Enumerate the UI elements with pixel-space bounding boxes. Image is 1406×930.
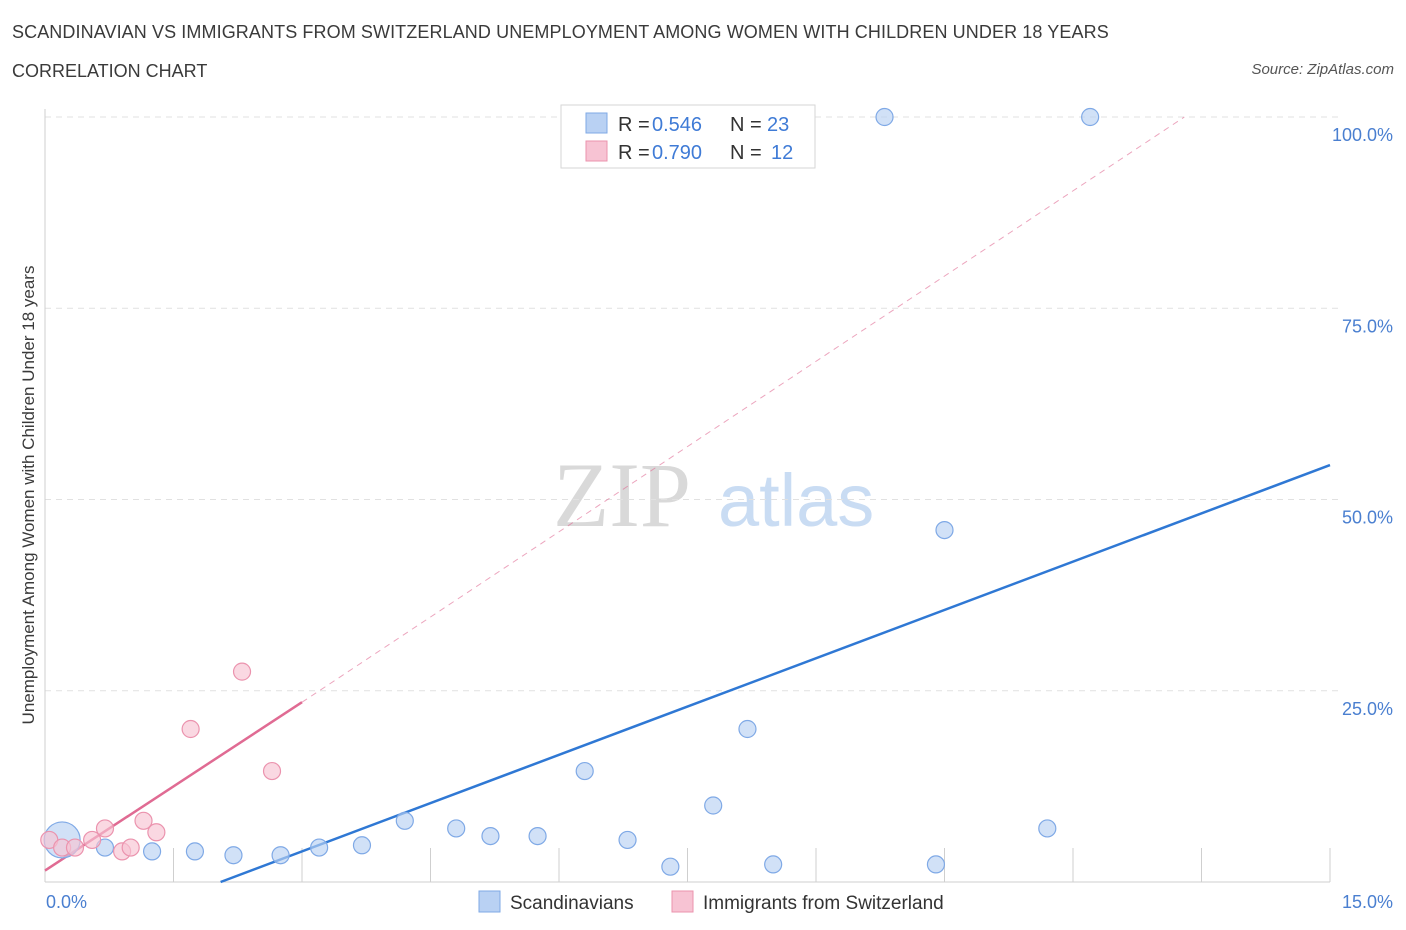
point-switzerland-7 bbox=[134, 811, 153, 830]
point-scandinavians-9 bbox=[447, 819, 466, 838]
legend-swatch-scandinavians bbox=[585, 112, 608, 134]
y-tick-labels: 25.0% 50.0% 75.0% 100.0% bbox=[1332, 125, 1393, 719]
point-scandinavians-6 bbox=[310, 838, 329, 857]
x-tick-label-0: 0.0% bbox=[46, 892, 87, 912]
y-tick-label-0: 25.0% bbox=[1342, 699, 1393, 719]
grid-lines bbox=[45, 116, 1340, 692]
point-scandinavians-3 bbox=[185, 842, 205, 861]
point-switzerland-2 bbox=[65, 838, 85, 857]
y-axis-label: Unemployment Among Women with Children U… bbox=[19, 266, 38, 725]
point-scandinavians-17 bbox=[764, 855, 783, 874]
point-scandinavians-12 bbox=[575, 761, 594, 781]
legend-r-value-1: 0.546 bbox=[652, 114, 702, 136]
point-scandinavians-2 bbox=[142, 842, 162, 861]
point-scandinavians-10 bbox=[481, 826, 500, 846]
series-legend: Scandinavians Immigrants from Switzerlan… bbox=[478, 890, 944, 914]
point-scandinavians-13 bbox=[618, 830, 637, 850]
y-tick-label-1: 50.0% bbox=[1342, 508, 1393, 528]
point-scandinavians-22 bbox=[1081, 107, 1100, 127]
legend-r-label-2: R = bbox=[618, 142, 650, 164]
point-switzerland-10 bbox=[232, 662, 252, 681]
legend-r-value-2: 0.790 bbox=[652, 142, 702, 164]
axes bbox=[44, 109, 1331, 883]
point-scandinavians-21 bbox=[1038, 819, 1057, 838]
legend-n-value-2: 12 bbox=[771, 142, 793, 164]
y-tick-label-3: 100.0% bbox=[1332, 125, 1393, 145]
trend-line-switzerland-extension bbox=[301, 116, 1185, 703]
bottom-legend-swatch-scandinavians bbox=[478, 890, 501, 913]
correlation-legend: R = 0.546 N = 23 R = 0.790 N = 12 bbox=[560, 104, 816, 169]
bottom-legend-scandinavians: Scandinavians bbox=[510, 893, 634, 914]
source-label: Source: ZipAtlas.com bbox=[1251, 61, 1394, 78]
bottom-legend-switzerland: Immigrants from Switzerland bbox=[703, 893, 944, 914]
legend-n-label-2: N = bbox=[730, 142, 762, 164]
point-scandinavians-14 bbox=[661, 857, 680, 876]
chart-title: SCANDINAVIAN VS IMMIGRANTS FROM SWITZERL… bbox=[12, 22, 1109, 42]
point-scandinavians-15 bbox=[704, 796, 723, 815]
point-switzerland-8 bbox=[147, 823, 166, 842]
point-switzerland-3 bbox=[83, 830, 102, 850]
point-switzerland-11 bbox=[262, 761, 282, 781]
legend-n-label-1: N = bbox=[730, 114, 762, 136]
chart-subtitle: CORRELATION CHART bbox=[12, 61, 208, 81]
point-scandinavians-16 bbox=[738, 719, 757, 739]
point-switzerland-6 bbox=[121, 838, 140, 857]
bottom-legend-swatch-switzerland bbox=[671, 890, 694, 913]
legend-r-label-1: R = bbox=[618, 114, 650, 136]
watermark-atlas: atlas bbox=[718, 459, 874, 542]
point-scandinavians-8 bbox=[395, 811, 414, 830]
data-points bbox=[40, 107, 1100, 876]
y-tick-label-2: 75.0% bbox=[1342, 316, 1393, 336]
legend-n-value-1: 23 bbox=[767, 114, 789, 136]
watermark-zip: ZIP bbox=[553, 444, 691, 546]
point-scandinavians-5 bbox=[271, 846, 290, 865]
x-tick-labels: 0.0% 15.0% bbox=[46, 892, 1393, 912]
x-tick-label-1: 15.0% bbox=[1342, 892, 1393, 912]
point-switzerland-9 bbox=[181, 719, 200, 739]
point-scandinavians-11 bbox=[528, 826, 547, 846]
point-switzerland-4 bbox=[95, 819, 115, 838]
point-scandinavians-18 bbox=[875, 107, 894, 127]
point-scandinavians-19 bbox=[935, 520, 954, 540]
point-scandinavians-7 bbox=[352, 836, 372, 855]
point-scandinavians-4 bbox=[224, 846, 243, 865]
legend-swatch-switzerland bbox=[585, 140, 608, 162]
point-scandinavians-20 bbox=[926, 855, 946, 874]
